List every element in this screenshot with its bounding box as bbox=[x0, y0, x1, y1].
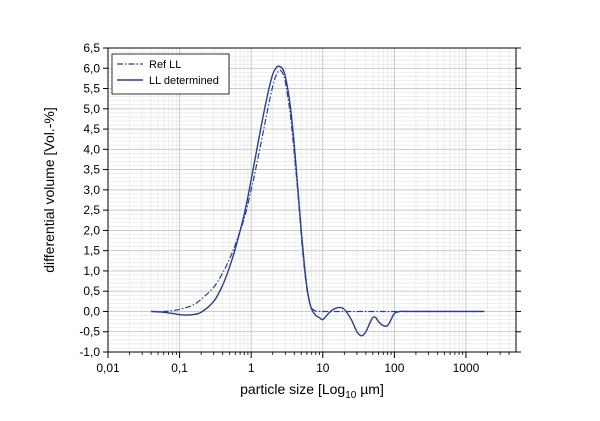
y-tick-label: 4,0 bbox=[83, 142, 100, 156]
legend: Ref LL LL determined bbox=[111, 53, 230, 95]
x-tick-label: 1 bbox=[248, 361, 255, 375]
y-tick-label: 5,5 bbox=[83, 82, 100, 96]
y-tick-label: 4,5 bbox=[83, 122, 100, 136]
y-tick-label: 3,0 bbox=[83, 183, 100, 197]
x-axis-title: particle size [Log10 µm] bbox=[240, 381, 384, 401]
series-line-ref-ll bbox=[151, 69, 485, 313]
y-tick-label: 6,0 bbox=[83, 61, 100, 75]
x-tick-labels: 0,01 0,1 1 10 100 1000 bbox=[96, 361, 479, 375]
y-tick-label: 1,5 bbox=[83, 244, 100, 258]
x-axis-title-main: particle size [Log bbox=[240, 381, 345, 397]
y-tick-label: 0,0 bbox=[83, 304, 100, 318]
y-tick-label: -1,0 bbox=[79, 345, 100, 359]
y-tick-label: 0,5 bbox=[83, 284, 100, 298]
minor-gridlines bbox=[108, 48, 516, 352]
legend-label-ll-determined: LL determined bbox=[149, 75, 219, 87]
x-tick-label: 1000 bbox=[453, 361, 480, 375]
tick-marks bbox=[103, 47, 521, 358]
legend-box bbox=[111, 53, 230, 95]
y-tick-label: 5,0 bbox=[83, 102, 100, 116]
series-lines bbox=[151, 65, 485, 337]
y-tick-label: 1,0 bbox=[83, 264, 100, 278]
series-line-ll-determined bbox=[151, 65, 485, 337]
y-tick-label: 6,5 bbox=[83, 41, 100, 55]
y-tick-label: 2,0 bbox=[83, 223, 100, 237]
y-tick-label: -0,5 bbox=[79, 325, 100, 339]
y-axis-title: differential volume [Vol.-%] bbox=[41, 107, 57, 273]
y-tick-label: 3,5 bbox=[83, 163, 100, 177]
y-tick-label: 2,5 bbox=[83, 203, 100, 217]
x-tick-label: 100 bbox=[384, 361, 404, 375]
legend-label-ref-ll: Ref LL bbox=[149, 59, 181, 71]
x-axis-title-subscript: 10 bbox=[345, 390, 357, 401]
x-axis-title-tail: µm] bbox=[356, 381, 384, 397]
x-tick-label: 0,01 bbox=[96, 361, 120, 375]
x-tick-label: 10 bbox=[316, 361, 330, 375]
y-tick-labels: -1,0 -0,5 0,0 0,5 1,0 1,5 2,0 2,5 3,0 3,5 4,0 4,5 5,… bbox=[79, 41, 100, 359]
x-tick-label: 0,1 bbox=[171, 361, 188, 375]
